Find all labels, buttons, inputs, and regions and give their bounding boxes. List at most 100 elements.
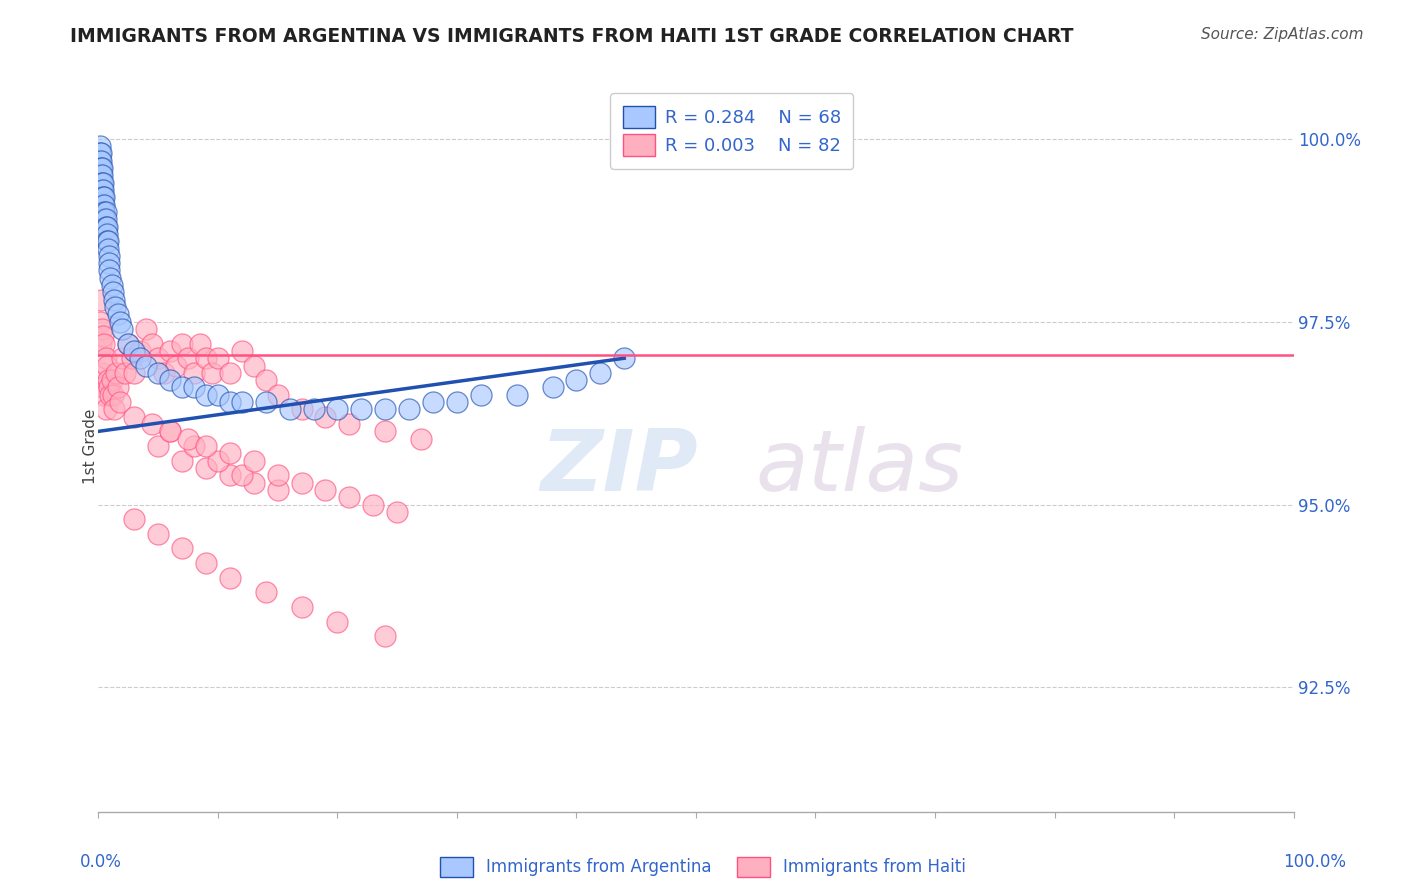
Point	[172, 541, 194, 556]
Point	[315, 483, 337, 497]
Point	[108, 315, 131, 329]
Point	[89, 315, 111, 329]
Point	[302, 402, 325, 417]
Point	[89, 146, 111, 161]
Point	[96, 359, 118, 373]
Point	[506, 388, 529, 402]
Point	[90, 153, 112, 168]
Point	[326, 615, 349, 629]
Point	[91, 329, 114, 343]
Point	[96, 227, 118, 241]
Point	[446, 395, 468, 409]
Point	[114, 366, 136, 380]
Point	[135, 359, 157, 373]
Point	[104, 300, 127, 314]
Point	[291, 599, 314, 614]
Point	[91, 176, 114, 190]
Point	[91, 205, 114, 219]
Point	[195, 556, 218, 570]
Point	[97, 234, 120, 248]
Point	[124, 409, 146, 424]
Point	[231, 343, 253, 358]
Point	[589, 366, 612, 380]
Text: ZIP: ZIP	[541, 426, 699, 509]
Point	[91, 161, 114, 175]
Point	[172, 336, 194, 351]
Point	[90, 176, 112, 190]
Point	[103, 402, 125, 417]
Point	[107, 380, 129, 394]
Point	[172, 380, 194, 394]
Text: atlas: atlas	[756, 426, 963, 509]
Point	[101, 388, 124, 402]
Point	[93, 197, 115, 211]
Point	[90, 293, 112, 307]
Point	[243, 475, 266, 490]
Point	[93, 336, 115, 351]
Point	[177, 351, 200, 366]
Point	[148, 351, 170, 366]
Point	[148, 526, 170, 541]
Point	[565, 373, 588, 387]
Point	[291, 475, 314, 490]
Point	[207, 453, 229, 467]
Point	[94, 219, 117, 234]
Point	[267, 468, 290, 483]
Point	[96, 234, 118, 248]
Point	[97, 373, 120, 387]
Point	[98, 256, 121, 270]
Point	[374, 402, 396, 417]
Point	[613, 351, 636, 366]
Point	[117, 336, 139, 351]
Point	[374, 629, 396, 643]
Point	[124, 512, 146, 526]
Point	[103, 293, 125, 307]
Point	[105, 366, 128, 380]
Point	[141, 417, 163, 431]
Legend: Immigrants from Argentina, Immigrants from Haiti: Immigrants from Argentina, Immigrants fr…	[433, 850, 973, 884]
Point	[159, 425, 181, 439]
Point	[315, 409, 337, 424]
Point	[129, 343, 152, 358]
Point	[470, 388, 492, 402]
Point	[129, 351, 152, 366]
Point	[111, 322, 134, 336]
Point	[374, 425, 396, 439]
Point	[231, 395, 253, 409]
Point	[98, 380, 121, 394]
Y-axis label: 1st Grade: 1st Grade	[83, 409, 97, 483]
Point	[219, 468, 242, 483]
Point	[339, 490, 361, 504]
Point	[91, 169, 114, 183]
Point	[94, 205, 117, 219]
Point	[91, 190, 114, 204]
Point	[91, 366, 114, 380]
Point	[195, 351, 218, 366]
Point	[159, 373, 181, 387]
Point	[94, 351, 117, 366]
Point	[159, 343, 181, 358]
Point	[98, 249, 121, 263]
Point	[94, 402, 117, 417]
Point	[541, 380, 564, 394]
Point	[207, 388, 229, 402]
Point	[91, 190, 114, 204]
Point	[254, 373, 277, 387]
Point	[188, 336, 211, 351]
Point	[93, 388, 115, 402]
Point	[201, 366, 224, 380]
Point	[141, 336, 163, 351]
Point	[326, 402, 349, 417]
Point	[148, 439, 170, 453]
Point	[107, 307, 129, 321]
Point	[89, 139, 111, 153]
Point	[148, 366, 170, 380]
Point	[101, 285, 124, 300]
Point	[267, 483, 290, 497]
Point	[93, 205, 115, 219]
Point	[207, 351, 229, 366]
Point	[91, 183, 114, 197]
Point	[231, 468, 253, 483]
Point	[90, 169, 112, 183]
Point	[91, 176, 114, 190]
